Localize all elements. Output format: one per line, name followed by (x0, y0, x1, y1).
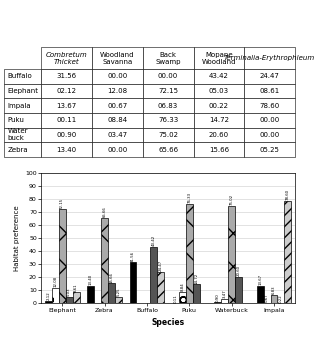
Bar (59, 209, 66, 303)
Bar (101, 218, 108, 303)
Bar (108, 283, 115, 303)
Bar (214, 302, 221, 303)
Text: 8.84: 8.84 (180, 283, 184, 292)
Text: 5.03: 5.03 (67, 288, 71, 296)
Text: 20.60: 20.60 (236, 265, 241, 276)
Bar (72, 292, 80, 303)
Bar (186, 204, 193, 303)
Text: 72.15: 72.15 (60, 198, 64, 209)
Bar (264, 302, 271, 303)
Bar (193, 284, 200, 303)
Bar (157, 271, 164, 303)
Text: 78.60: 78.60 (286, 189, 290, 201)
Text: 13.67: 13.67 (258, 274, 262, 285)
Text: 75.02: 75.02 (230, 194, 234, 205)
Y-axis label: Habitat preference: Habitat preference (14, 206, 20, 271)
Bar (235, 277, 242, 303)
Text: 8.61: 8.61 (74, 283, 78, 292)
Bar (271, 295, 277, 303)
Bar (179, 292, 186, 303)
Bar (115, 297, 122, 303)
Text: 12.08: 12.08 (53, 276, 57, 287)
Bar (284, 201, 291, 303)
Text: 65.66: 65.66 (103, 207, 107, 217)
Text: 31.56: 31.56 (131, 251, 135, 262)
X-axis label: Species: Species (152, 318, 185, 327)
Text: 3.47: 3.47 (223, 290, 227, 298)
Text: 15.66: 15.66 (110, 272, 113, 283)
Bar (66, 297, 72, 303)
Text: 0.11: 0.11 (174, 294, 177, 303)
Text: 5.25: 5.25 (116, 287, 120, 296)
Bar (52, 288, 59, 303)
Bar (221, 299, 228, 303)
Bar (256, 286, 264, 303)
Text: 43.42: 43.42 (152, 235, 156, 246)
Text: 6.83: 6.83 (272, 285, 276, 294)
Bar (228, 206, 235, 303)
Bar (87, 286, 94, 303)
Text: 14.72: 14.72 (194, 272, 198, 284)
Text: 76.33: 76.33 (187, 192, 191, 203)
Text: 0.67: 0.67 (265, 294, 269, 302)
Text: 0.90: 0.90 (216, 293, 220, 302)
Bar (45, 301, 52, 303)
Text: 24.47: 24.47 (159, 260, 163, 271)
Text: 13.40: 13.40 (89, 274, 92, 285)
Bar (151, 247, 157, 303)
Bar (130, 262, 136, 303)
Text: 2.12: 2.12 (46, 292, 50, 300)
Text: 0.22: 0.22 (279, 294, 283, 303)
